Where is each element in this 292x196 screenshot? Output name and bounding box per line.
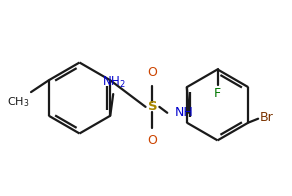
Text: O: O	[147, 134, 157, 147]
Text: O: O	[147, 66, 157, 79]
Text: NH$_2$: NH$_2$	[102, 75, 126, 90]
Text: S: S	[148, 100, 157, 113]
Text: CH$_3$: CH$_3$	[7, 95, 29, 109]
Text: F: F	[214, 87, 221, 100]
Text: NH: NH	[175, 106, 194, 119]
Text: Br: Br	[260, 111, 274, 124]
